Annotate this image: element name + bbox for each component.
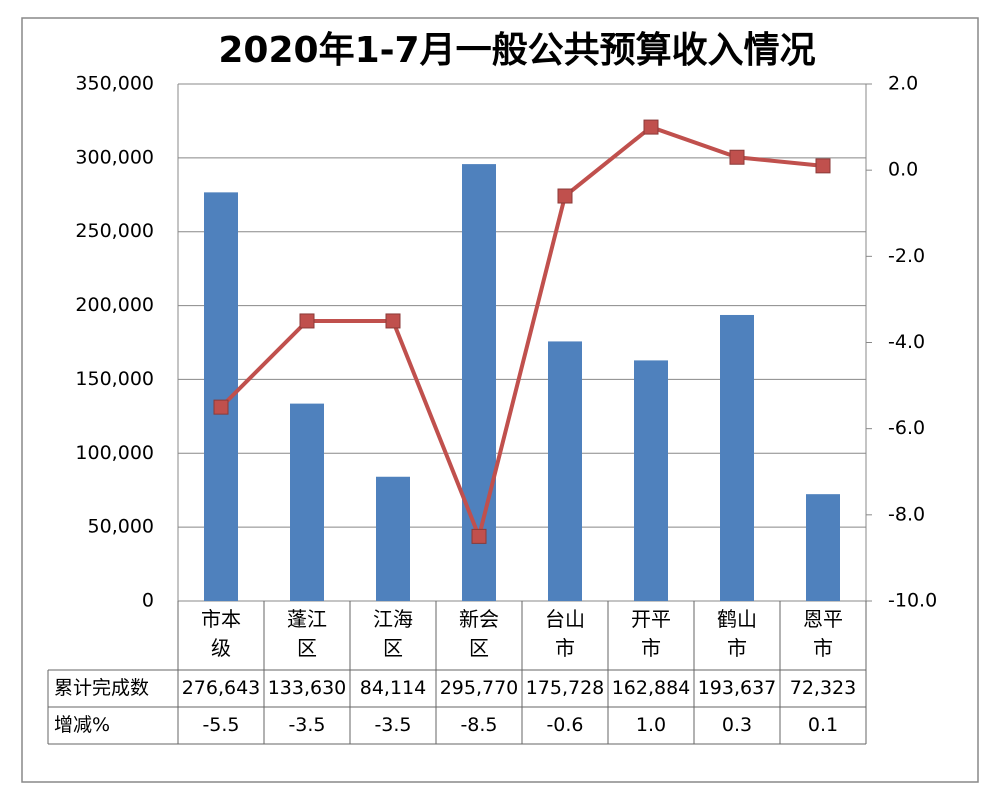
y-tick-label: 250,000 [75,220,154,242]
y-tick-label: 350,000 [75,73,154,95]
x-tick-label: 新会区 [459,607,499,660]
y-tick-label: 50,000 [88,516,154,538]
table-value: -0.6 [546,714,584,736]
table-value: 133,630 [267,677,347,699]
table-value: 193,637 [697,677,777,699]
y2-tick-label: -2.0 [888,245,925,267]
x-tick-label: 鹤山市 [717,607,757,660]
table-value: 0.3 [721,714,753,736]
bar [548,341,582,601]
bar [290,403,324,601]
table-value: 72,323 [789,677,857,699]
legend-label: 增减% [54,714,111,736]
bar [462,164,496,601]
legend-label: 累计完成数 [54,677,150,699]
marker [471,528,487,544]
bar [634,360,668,601]
chart-border [21,17,979,783]
bar [806,494,840,601]
chart-title: 2020年1-7月一般公共预算收入情况 [218,30,815,71]
bar [376,476,410,601]
table-value: 276,643 [181,677,261,699]
bar [720,314,754,601]
x-tick-label: 开平市 [631,607,671,660]
marker [729,149,745,165]
table-value: 295,770 [439,677,519,699]
marker [385,313,401,329]
marker [299,313,315,329]
x-tick-label: 台山市 [545,607,585,660]
y2-tick-label: -10.0 [888,590,937,612]
table-value: 0.1 [807,714,839,736]
y2-tick-label: 2.0 [888,73,918,95]
y-tick-label: 200,000 [75,294,154,316]
marker [213,399,229,415]
table-value: 162,884 [611,677,691,699]
y2-tick-label: 0.0 [888,159,918,181]
table-value: 175,728 [525,677,605,699]
y-tick-label: 150,000 [75,368,154,390]
x-tick-label: 市本级 [201,607,241,660]
line [219,124,824,543]
table-value: 84,114 [359,677,427,699]
table-value: 1.0 [635,714,667,736]
x-tick-label: 恩平市 [803,607,843,660]
x-tick-label: 蓬江区 [287,607,327,660]
table-value: -8.5 [460,714,498,736]
x-tick-label: 江海区 [373,607,413,660]
y2-tick-label: -4.0 [888,331,925,353]
marker [643,119,659,135]
y-tick-label: 100,000 [75,442,154,464]
table-value: -3.5 [288,714,326,736]
y-tick-label: 0 [142,590,154,612]
marker [815,158,831,174]
y2-tick-label: -8.0 [888,503,925,525]
marker [557,188,573,204]
y2-tick-label: -6.0 [888,417,925,439]
table-value: -5.5 [202,714,240,736]
y-tick-label: 300,000 [75,146,154,168]
table-value: -3.5 [374,714,412,736]
